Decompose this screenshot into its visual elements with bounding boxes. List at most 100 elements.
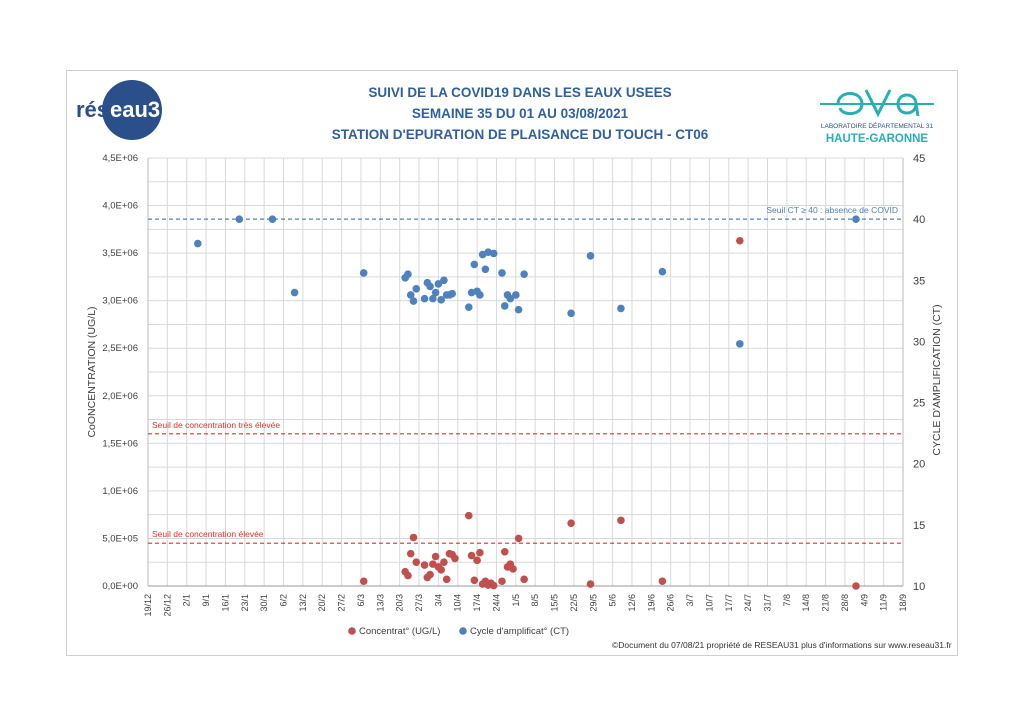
x-tick-label: 17/7 (724, 594, 734, 612)
reseau31-logo-icon: rés eau31 (76, 80, 172, 140)
x-tick-label: 26/12 (162, 594, 172, 617)
ct-point (235, 215, 244, 223)
ct-point (431, 288, 440, 297)
concentration-point (406, 549, 415, 558)
y-tick-label: 1,5E+06 (102, 438, 138, 449)
y2-tick-label: 40 (913, 214, 925, 226)
x-tick-label: 9/1 (201, 594, 211, 607)
ct-point (440, 276, 448, 285)
y-tick-label: 5,0E+05 (102, 533, 138, 544)
ct-point (852, 215, 860, 223)
logo-eva: LABORATOIRE DÉPARTEMENTAL 31 HAUTE-GARON… (818, 82, 936, 148)
logo-right-sub2: HAUTE-GARONNE (826, 133, 929, 145)
ct-point (448, 289, 457, 298)
y-tick-label: 1,0E+06 (102, 486, 138, 497)
concentration-point (498, 577, 506, 586)
x-tick-label: 21/8 (821, 594, 831, 612)
points-layer (193, 215, 860, 590)
ct-point (437, 296, 445, 304)
ct-point (520, 270, 528, 278)
ct-point (586, 252, 595, 260)
concentration-point (404, 571, 412, 580)
concentration-point (470, 576, 479, 585)
y-axis-title: CoONCENTRATION (UG/L) (86, 306, 98, 437)
concentration-point (736, 236, 744, 245)
ct-point (514, 305, 523, 314)
ct-point (567, 309, 575, 318)
x-tick-label: 19/6 (646, 594, 656, 612)
y2-tick-label: 35 (913, 275, 925, 287)
y-tick-label: 3,0E+06 (102, 296, 138, 307)
concentration-point (440, 558, 448, 567)
x-tick-label: 10/7 (704, 594, 714, 612)
x-tick-label: 27/2 (337, 594, 347, 612)
x-tick-label: 27/3 (414, 594, 424, 612)
y-tick-label: 0,0E+00 (102, 581, 138, 592)
ct-point (420, 294, 429, 303)
ct-point (359, 269, 368, 277)
y2-axis-title: CYCLE D'AMPLIFICATION (CT) (931, 304, 943, 455)
y2-tick-label: 15 (913, 520, 925, 532)
x-tick-label: 20/3 (395, 594, 405, 612)
ct-point (470, 260, 479, 269)
concentration-point (520, 575, 528, 584)
ct-point (500, 302, 509, 310)
concentration-point (509, 565, 517, 573)
legend-label: Cycle d'amplificat° (CT) (470, 626, 569, 637)
axis-layer: 19/12 26/12 2/1 9/1 16/1 23/1 30/1 6/2 13/2 20/2 2… (86, 153, 943, 617)
x-tick-label: 18/9 (898, 594, 908, 612)
y2-tick-label: 10 (913, 581, 925, 593)
x-tick-label: 29/5 (588, 594, 598, 612)
ct-point (193, 239, 202, 248)
y2-tick-label: 20 (913, 459, 925, 471)
x-tick-label: 2/1 (182, 594, 192, 607)
legend-label: Concentrat° (UG/L) (359, 626, 440, 637)
concentration-point (442, 575, 451, 584)
x-tick-label: 20/2 (317, 594, 327, 612)
ct-point (506, 294, 515, 303)
ct-point (268, 215, 277, 223)
threshold-label: Seuil de concentration élevée (152, 529, 264, 539)
concentration-point (617, 516, 625, 525)
threshold-layer: Seuil CT ≥ 40 : absence de COVID Seuil de… (148, 205, 903, 544)
x-tick-label: 4/9 (859, 594, 869, 607)
x-tick-label: 3/7 (685, 594, 695, 607)
x-tick-label: 15/5 (550, 594, 560, 612)
concentration-point (500, 547, 509, 556)
y2-tick-label: 45 (913, 153, 925, 165)
ct-point (290, 288, 299, 297)
ct-point (434, 280, 443, 288)
x-tick-label: 14/8 (801, 594, 811, 612)
x-tick-label: 22/5 (569, 594, 579, 612)
x-tick-label: 13/3 (375, 594, 385, 612)
y2-tick-label: 25 (913, 398, 925, 410)
x-tick-label: 13/2 (298, 594, 308, 612)
footnote: ©Document du 07/08/21 propriété de RESEA… (612, 640, 952, 650)
legend-marker (459, 627, 467, 635)
y-tick-label: 2,0E+06 (102, 391, 138, 402)
concentration-point (473, 556, 481, 565)
concentration-point (658, 577, 667, 586)
ct-point (512, 291, 520, 299)
chart-title-line-1: SUIVI DE LA COVID19 DANS LES EAUX USEES (368, 85, 672, 100)
threshold-label: Seuil de concentration très élevée (152, 420, 280, 430)
concentration-point (465, 511, 473, 520)
x-tick-label: 24/7 (743, 594, 753, 612)
chart-title-line-2: SEMAINE 35 DU 01 AU 03/08/2021 (411, 106, 629, 121)
concentration-point (567, 519, 575, 528)
ct-point (404, 270, 412, 278)
ct-point (465, 303, 473, 311)
concentration-point (467, 551, 476, 560)
concentration-point (451, 554, 459, 563)
x-tick-label: 24/4 (491, 594, 501, 612)
legend-layer: Concentrat° (UG/L) Cycle d'amplificat° (C… (348, 626, 569, 637)
ct-point (406, 291, 415, 299)
concentration-point (431, 552, 440, 561)
x-tick-label: 30/1 (259, 594, 269, 612)
x-tick-label: 8/5 (530, 594, 540, 607)
y2-tick-label: 30 (913, 336, 925, 348)
x-tick-label: 6/2 (279, 594, 289, 607)
y-tick-label: 3,5E+06 (102, 248, 138, 259)
concentration-point (420, 561, 429, 569)
